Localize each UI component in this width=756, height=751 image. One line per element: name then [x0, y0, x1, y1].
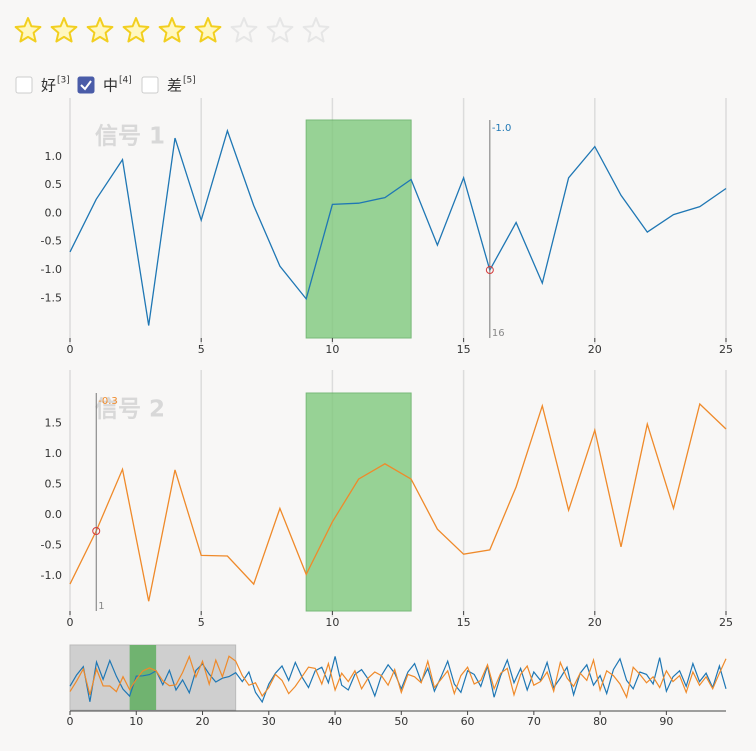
checkbox[interactable]	[77, 76, 95, 94]
x-tick-label: 10	[129, 715, 143, 728]
x-tick-label: 5	[198, 343, 205, 356]
rating-star[interactable]	[86, 17, 114, 43]
selection-band	[305, 119, 412, 339]
y-tick-label: 0.0	[45, 206, 63, 219]
x-tick-label: 50	[394, 715, 408, 728]
filter-count[interactable]: [4]	[119, 76, 132, 86]
x-tick-label: 5	[198, 616, 205, 629]
cursor-point	[92, 527, 101, 536]
y-tick-label: 1.0	[45, 447, 63, 460]
y-tick-label: -0.5	[41, 235, 62, 248]
filter-label[interactable]: 好	[41, 77, 56, 95]
x-tick-label: 10	[325, 343, 339, 356]
y-tick-label: -1.0	[41, 263, 62, 276]
y-tick-label: 0.0	[45, 508, 63, 521]
x-tick-label: 40	[328, 715, 342, 728]
y-tick-label: -1.0	[41, 569, 62, 582]
y-tick-label: 1.0	[45, 150, 63, 163]
x-tick-label: 0	[67, 715, 74, 728]
x-tick-label: 15	[457, 616, 471, 629]
cursor-x-label: 1	[98, 601, 104, 612]
x-tick-label: 20	[196, 715, 210, 728]
x-tick-label: 0	[67, 616, 74, 629]
y-tick-label: -1.5	[41, 291, 62, 304]
rating-star[interactable]	[230, 17, 258, 43]
x-tick-label: 30	[262, 715, 276, 728]
y-tick-label: 0.5	[45, 178, 63, 191]
x-tick-label: 20	[588, 343, 602, 356]
filter-count[interactable]: [3]	[57, 76, 70, 86]
filter-count[interactable]: [5]	[183, 76, 196, 86]
x-tick-label: 60	[461, 715, 475, 728]
rating-star[interactable]	[50, 17, 78, 43]
y-tick-label: 0.5	[45, 478, 63, 491]
filter-label[interactable]: 中	[103, 77, 118, 95]
x-tick-label: 25	[719, 343, 733, 356]
cursor-point	[485, 266, 494, 275]
selection-band	[305, 392, 412, 612]
y-tick-label: 1.5	[45, 417, 63, 430]
checkmark	[80, 80, 92, 91]
chart-title: 信号 2	[95, 396, 165, 423]
rating-star[interactable]	[158, 17, 186, 43]
series-line	[69, 128, 727, 326]
cursor-y-label: -1.0	[492, 123, 512, 134]
cursor-y-label: -0.3	[98, 396, 118, 407]
x-tick-label: 20	[588, 616, 602, 629]
x-tick-label: 90	[659, 715, 673, 728]
filter-label[interactable]: 差	[167, 77, 182, 95]
y-tick-label: -0.5	[41, 539, 62, 552]
x-tick-label: 15	[457, 343, 471, 356]
x-tick-label: 25	[719, 616, 733, 629]
series-line	[69, 402, 727, 602]
rating-star[interactable]	[14, 17, 42, 43]
rating-star[interactable]	[302, 17, 330, 43]
rating-star[interactable]	[122, 17, 150, 43]
checkbox[interactable]	[15, 76, 33, 94]
rating-star[interactable]	[266, 17, 294, 43]
x-tick-label: 80	[593, 715, 607, 728]
rating-star[interactable]	[194, 17, 222, 43]
x-tick-label: 70	[527, 715, 541, 728]
selection-band	[129, 645, 157, 710]
x-tick-label: 10	[325, 616, 339, 629]
chart-title: 信号 1	[95, 123, 165, 150]
checkbox[interactable]	[141, 76, 159, 94]
series-line	[69, 654, 727, 699]
cursor-x-label: 16	[492, 328, 505, 339]
x-tick-label: 0	[67, 343, 74, 356]
